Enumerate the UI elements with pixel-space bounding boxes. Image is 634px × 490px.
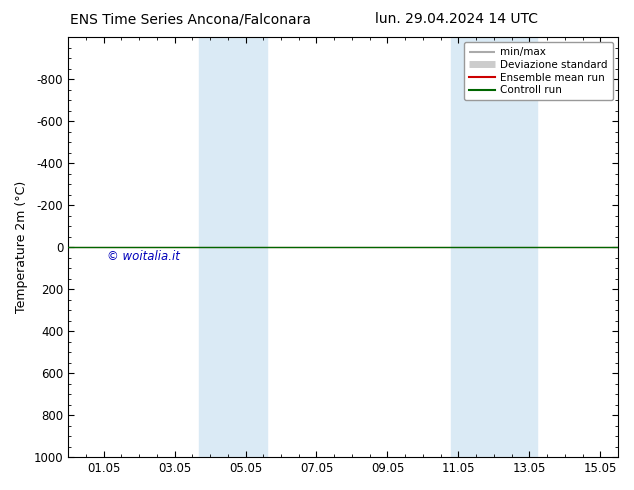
Text: lun. 29.04.2024 14 UTC: lun. 29.04.2024 14 UTC [375,12,538,26]
Text: ENS Time Series Ancona/Falconara: ENS Time Series Ancona/Falconara [70,12,311,26]
Text: © woitalia.it: © woitalia.it [107,250,180,263]
Legend: min/max, Deviazione standard, Ensemble mean run, Controll run: min/max, Deviazione standard, Ensemble m… [464,42,613,100]
Y-axis label: Temperature 2m (°C): Temperature 2m (°C) [15,181,28,313]
Bar [199,37,267,457]
Bar [451,37,536,457]
